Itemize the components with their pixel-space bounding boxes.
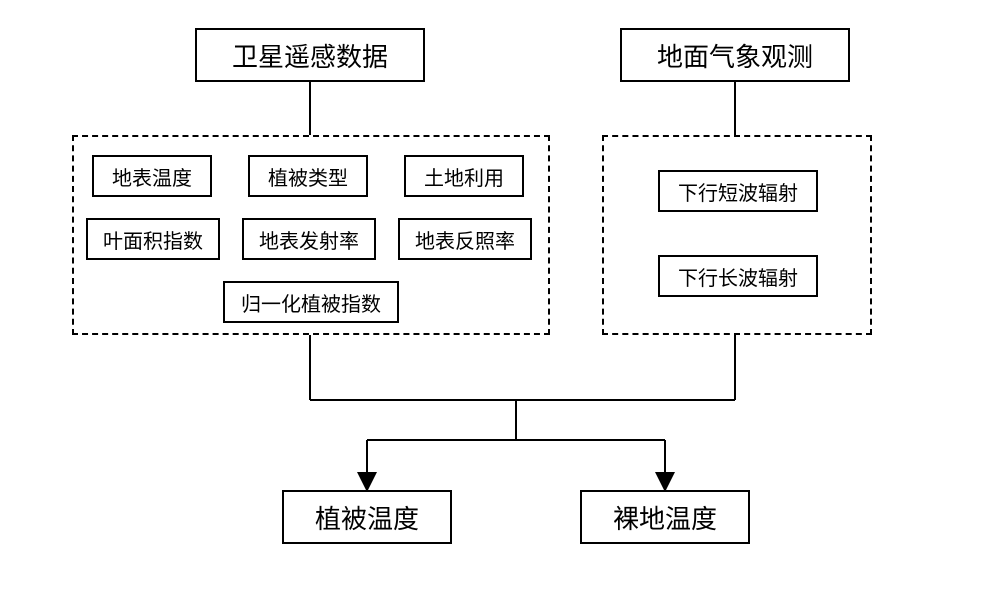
label: 地表温度 bbox=[112, 162, 192, 191]
label: 归一化植被指数 bbox=[241, 288, 381, 317]
label: 植被类型 bbox=[268, 162, 348, 191]
label: 地表发射率 bbox=[259, 225, 359, 254]
label: 裸地温度 bbox=[613, 499, 717, 536]
label: 植被温度 bbox=[315, 499, 419, 536]
label: 叶面积指数 bbox=[103, 225, 203, 254]
label: 地表反照率 bbox=[415, 225, 515, 254]
node-longwave: 下行长波辐射 bbox=[658, 255, 818, 297]
node-land-use: 土地利用 bbox=[404, 155, 524, 197]
node-shortwave: 下行短波辐射 bbox=[658, 170, 818, 212]
node-surface-temp: 地表温度 bbox=[92, 155, 212, 197]
node-veg-temp: 植被温度 bbox=[282, 490, 452, 544]
node-satellite-data: 卫星遥感数据 bbox=[195, 28, 425, 82]
group-ground-params bbox=[602, 135, 872, 335]
node-veg-type: 植被类型 bbox=[248, 155, 368, 197]
node-ground-obs: 地面气象观测 bbox=[620, 28, 850, 82]
label: 土地利用 bbox=[424, 162, 504, 191]
node-emissivity: 地表发射率 bbox=[242, 218, 376, 260]
flowchart-canvas: 卫星遥感数据 地面气象观测 地表温度 植被类型 土地利用 叶面积指数 地表发射率… bbox=[0, 0, 1000, 592]
label: 地面气象观测 bbox=[657, 37, 813, 74]
node-albedo: 地表反照率 bbox=[398, 218, 532, 260]
node-bare-temp: 裸地温度 bbox=[580, 490, 750, 544]
label: 下行短波辐射 bbox=[678, 177, 798, 206]
node-ndvi: 归一化植被指数 bbox=[223, 281, 399, 323]
label: 卫星遥感数据 bbox=[232, 37, 388, 74]
node-lai: 叶面积指数 bbox=[86, 218, 220, 260]
label: 下行长波辐射 bbox=[678, 262, 798, 291]
